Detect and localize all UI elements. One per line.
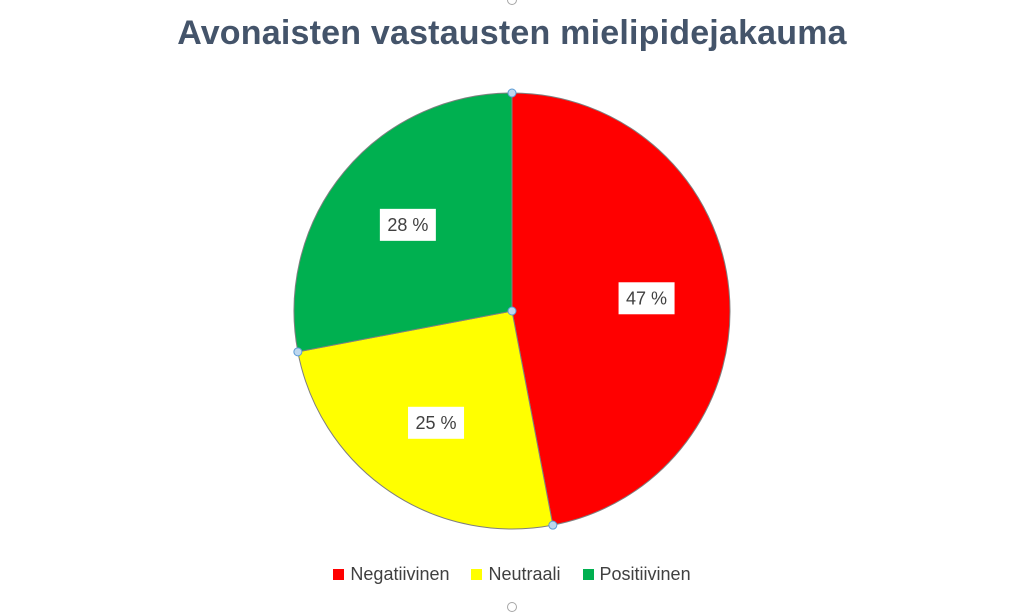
data-label-negatiivinen: 47 % bbox=[618, 282, 675, 315]
chart-title: Avonaisten vastausten mielipidejakauma bbox=[177, 14, 847, 52]
legend-item-positiivinen: Positiivinen bbox=[582, 564, 691, 585]
legend-item-neutraali: Neutraali bbox=[471, 564, 561, 585]
data-label-neutraali: 25 % bbox=[408, 406, 465, 439]
legend-label-negatiivinen: Negatiivinen bbox=[350, 564, 450, 584]
selection-handle[interactable] bbox=[548, 520, 558, 530]
legend-swatch-negatiivinen bbox=[333, 569, 345, 580]
selection-handle-center[interactable] bbox=[507, 306, 517, 316]
svg-text:47 %: 47 % bbox=[626, 288, 667, 308]
chart-resize-handle-bottom[interactable] bbox=[507, 602, 517, 612]
selection-handle[interactable] bbox=[293, 347, 303, 357]
selection-handle[interactable] bbox=[507, 88, 517, 98]
chart-legend: Negatiivinen Neutraali Positiivinen bbox=[0, 564, 1024, 585]
legend-swatch-neutraali bbox=[471, 569, 483, 580]
legend-item-negatiivinen: Negatiivinen bbox=[333, 564, 449, 585]
legend-label-neutraali: Neutraali bbox=[488, 564, 561, 584]
svg-text:28 %: 28 % bbox=[387, 215, 428, 235]
legend-label-positiivinen: Positiivinen bbox=[599, 564, 691, 584]
data-label-positiivinen: 28 % bbox=[379, 208, 436, 241]
legend-swatch-positiivinen bbox=[582, 569, 594, 580]
svg-text:25 %: 25 % bbox=[416, 413, 457, 433]
